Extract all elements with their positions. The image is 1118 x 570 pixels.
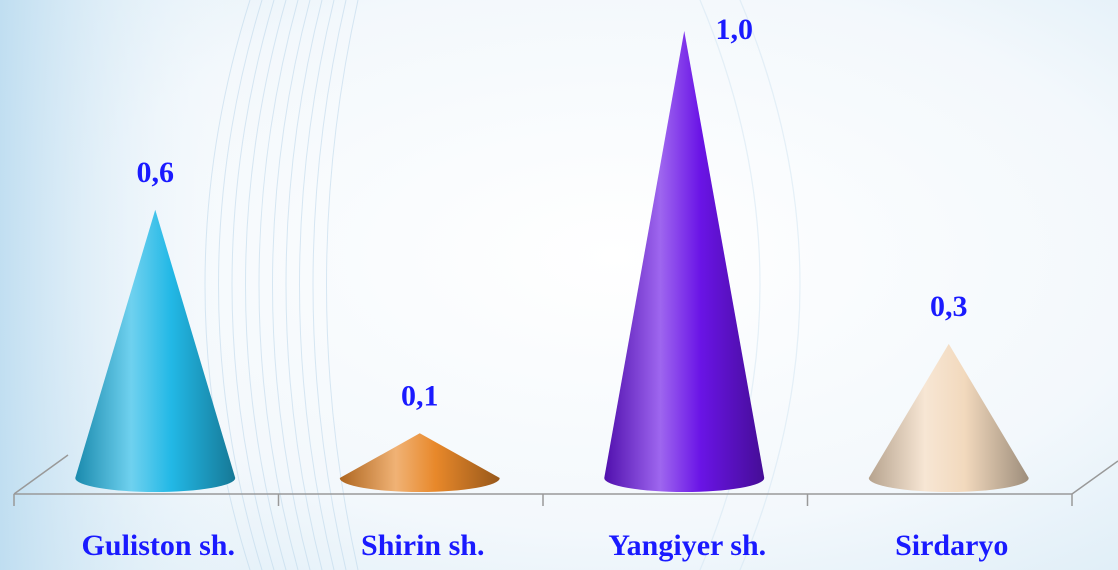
data-label: 1,0 [716,13,754,46]
floor-left-edge [13,454,69,495]
cone-body [339,433,500,493]
floor-right-edge [1071,460,1118,495]
cone-body [75,209,236,493]
cone-bar [868,343,1029,493]
category-label: Shirin sh. [361,529,484,562]
category-label: Sirdaryo [895,529,1008,562]
cone-bar [75,209,236,493]
data-label: 0,6 [137,156,175,189]
cone-bar [604,31,765,493]
category-label: Guliston sh. [82,529,235,562]
cone-body [604,31,765,493]
data-label: 0,1 [401,379,439,412]
cone-body [868,343,1029,493]
cone-bar [339,433,500,493]
data-label: 0,3 [930,290,968,323]
category-label: Yangiyer sh. [608,529,766,562]
